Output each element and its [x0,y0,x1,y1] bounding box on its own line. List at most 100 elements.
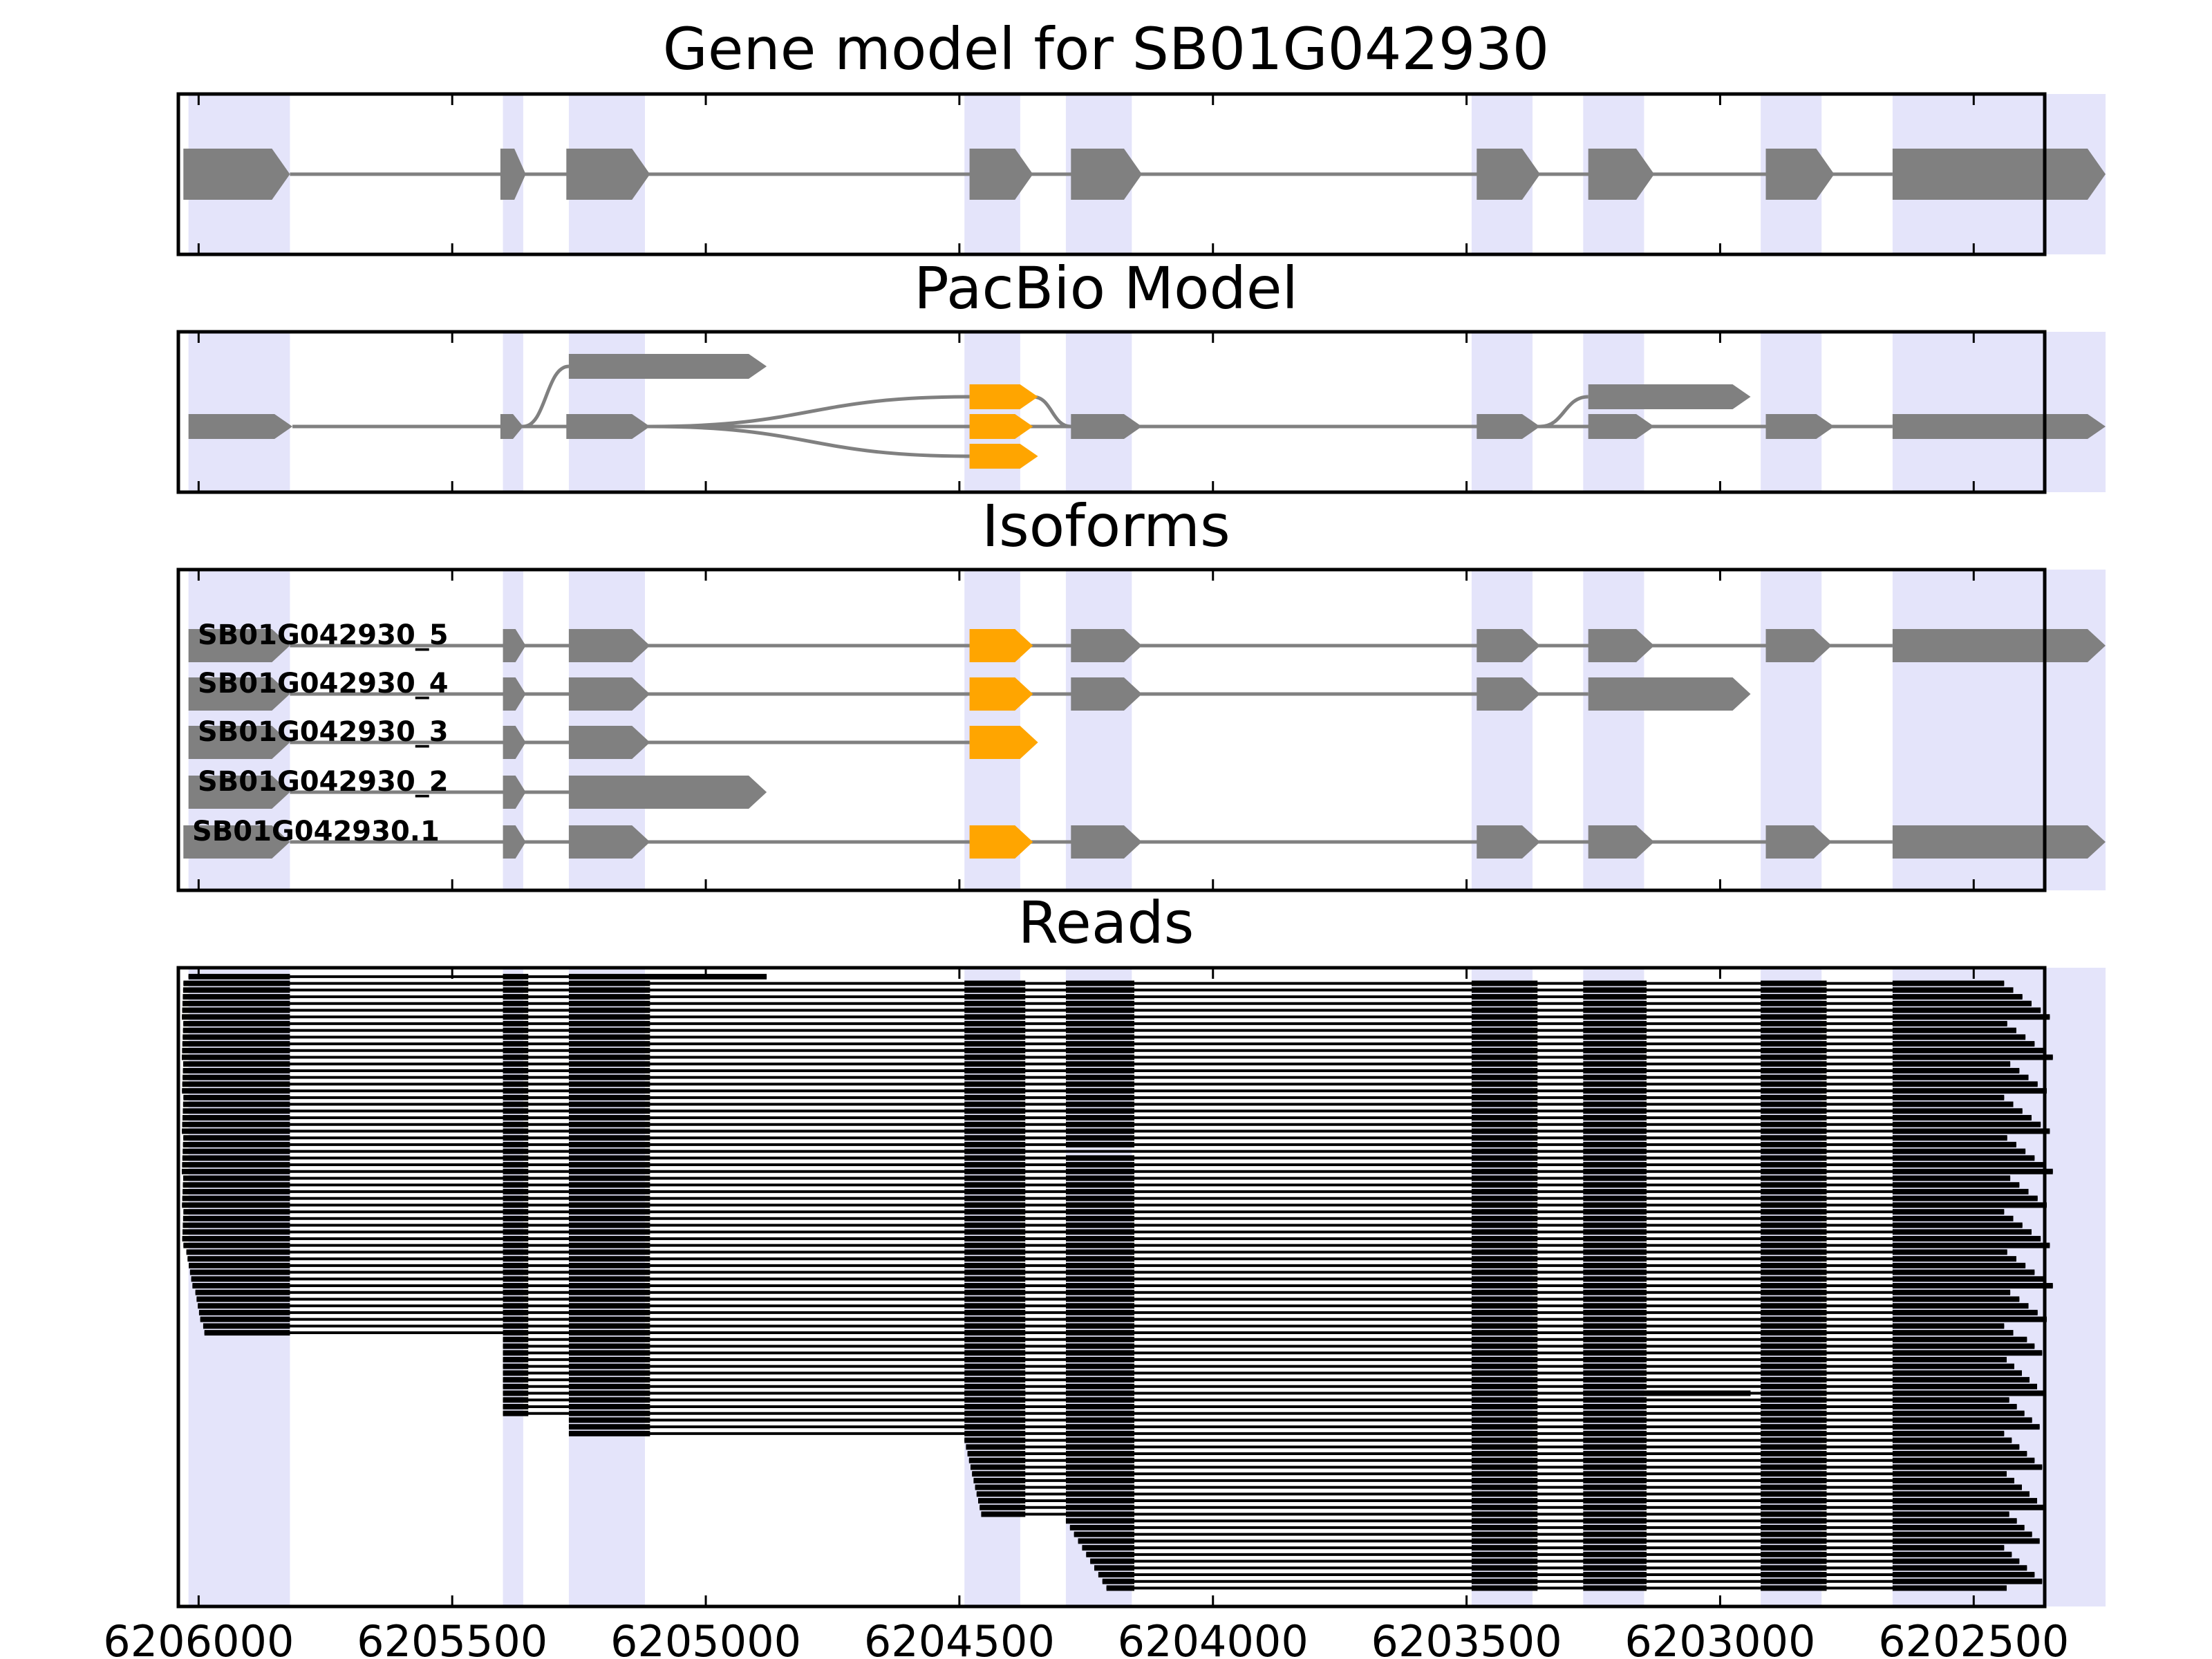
exon [969,825,1033,859]
read-block [568,1235,650,1241]
read-block [1761,1437,1827,1443]
read-block [964,1041,1026,1047]
read-block [980,1504,1026,1510]
read [976,1491,2030,1497]
read-block [1761,1383,1827,1389]
read-block [503,1148,529,1154]
read-block [1761,1565,1827,1571]
read-block [964,1410,1026,1416]
read-block [1761,1558,1827,1564]
read-block [1892,1545,2005,1551]
read-block [1583,1283,1647,1288]
read-block [1761,1175,1827,1181]
read-block [1761,1135,1827,1141]
read-block [1892,1498,2037,1504]
read-block [1065,1316,1135,1322]
read-block [964,1061,1026,1067]
read-block [1761,1188,1827,1194]
read-block [568,1101,650,1107]
read-block [1583,1296,1647,1302]
read-block [568,1215,650,1221]
read-block [964,1182,1026,1188]
read-block [1761,1014,1827,1020]
read-block [568,1014,650,1020]
read-block [503,1215,529,1221]
read-block [1761,1235,1827,1241]
read-block [183,980,290,986]
read-block [1583,1041,1647,1047]
read-block [503,1014,529,1020]
read [1065,1518,2017,1524]
read-block [1761,1491,1827,1497]
read-block [1471,1551,1538,1557]
read-block [204,1330,290,1336]
read-block [1892,1343,2035,1349]
read-block [182,987,290,993]
read-block [1761,1403,1827,1409]
read-block [1065,1498,1135,1504]
read-block [568,980,650,986]
read-block [964,1276,1026,1282]
read-block [1892,1390,2045,1396]
branch-curve [650,424,970,458]
read-block [1892,1558,2020,1564]
read-block [1065,1229,1135,1235]
read-block [1065,1356,1135,1362]
read-block [503,1067,529,1074]
exon [1892,149,2106,200]
exon [1892,414,2106,439]
read-block [1583,980,1647,986]
exon [969,444,1038,469]
read [503,1383,2037,1389]
read-block [182,1108,290,1114]
read-block [1471,1336,1538,1342]
read-block [1761,1081,1827,1087]
read-block [964,980,1026,986]
read-block [1065,1491,1135,1497]
read-block [964,1074,1026,1080]
exon [1477,149,1540,200]
read-block [182,1195,290,1201]
read-block [1583,1235,1647,1241]
read-block [1583,1397,1647,1403]
read-block [1583,1121,1647,1127]
read-block [964,1114,1026,1121]
read-block [1892,1303,2029,1309]
read-block [1583,1410,1647,1416]
read-block [182,994,290,1000]
read-block [1065,1309,1135,1315]
read-block [1583,1370,1647,1376]
read-block [1471,1498,1538,1504]
read-block [1471,1330,1538,1336]
read-block [1892,1209,2005,1215]
read [183,1135,2007,1141]
x-tick-label: 6205500 [357,1616,547,1659]
read-block [1761,1471,1827,1477]
read-block [1583,1350,1647,1356]
read-block [1471,1088,1538,1094]
branch-curve [650,395,970,429]
highlight-regions [188,332,2106,492]
read [182,1188,2029,1194]
read-block [1471,1121,1538,1127]
read-block [1761,1464,1827,1470]
read-block [1065,1222,1135,1228]
read-block [503,1289,529,1295]
read-block [1892,1101,2014,1107]
read-block [503,1330,529,1336]
read [187,1256,2016,1262]
read-block [1086,1551,1135,1557]
exon [1477,414,1540,439]
branch-curve [1032,395,1071,429]
read-block [503,973,529,980]
read-block [503,1047,529,1053]
read-block [1892,1128,2050,1134]
read-block [182,1047,290,1053]
read-block [1065,1162,1135,1168]
read-block [1471,1135,1538,1141]
read-block [568,1094,650,1100]
read-block [1583,1471,1647,1477]
read-block [1761,1484,1827,1490]
read-block [1471,1276,1538,1282]
read-block [1583,1148,1647,1154]
